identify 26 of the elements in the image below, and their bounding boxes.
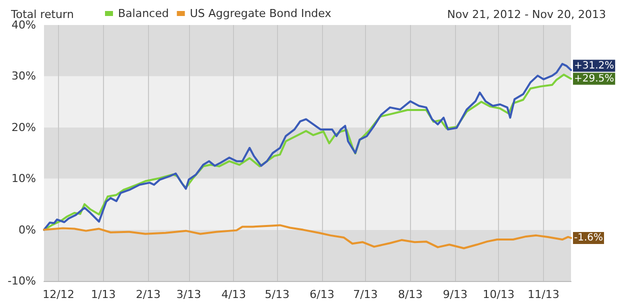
legend-label: US Aggregate Bond Index bbox=[190, 7, 332, 20]
chart-subtitle: Nov 21, 2012 - Nov 20, 2013 bbox=[447, 8, 606, 21]
x-tick-label: 8/13 bbox=[398, 288, 423, 301]
legend-label: Balanced bbox=[118, 7, 169, 20]
y-tick-label: 10% bbox=[12, 172, 36, 186]
x-tick-label: 11/13 bbox=[528, 288, 560, 301]
x-tick-label: 9/13 bbox=[442, 288, 468, 301]
y-tick-label: 20% bbox=[12, 120, 36, 134]
chart-title: Total return bbox=[10, 8, 74, 21]
x-tick-label: 2/13 bbox=[136, 288, 161, 301]
x-tick-label: 7/13 bbox=[353, 288, 378, 301]
annotation: -1.6% bbox=[574, 232, 604, 244]
annotation: +29.5% bbox=[574, 73, 614, 84]
x-tick-label: 12/12 bbox=[42, 288, 74, 301]
x-tick-label: 1/13 bbox=[91, 288, 116, 301]
y-tick-label: 30% bbox=[12, 70, 36, 83]
y-tick-label: 40% bbox=[12, 18, 36, 32]
x-tick-label: 3/13 bbox=[176, 288, 202, 301]
x-tick-label: 6/13 bbox=[310, 288, 334, 301]
x-tick-label: 4/13 bbox=[221, 288, 246, 301]
line-series bbox=[43, 224, 572, 250]
x-tick-label: 10/13 bbox=[482, 288, 514, 301]
y-tick-label: 0% bbox=[18, 223, 36, 236]
annotation: +31.2% bbox=[574, 60, 614, 72]
y-tick-label: -10% bbox=[8, 274, 36, 288]
x-tick-label: 5/13 bbox=[264, 288, 290, 301]
